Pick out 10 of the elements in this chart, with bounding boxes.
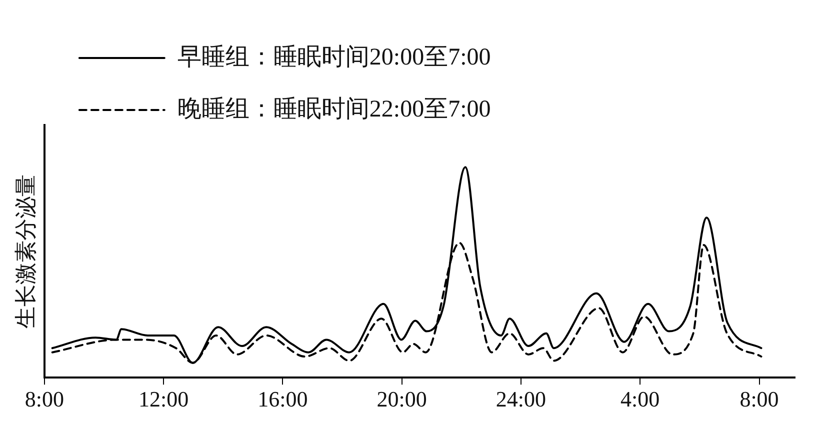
x-tick-label: 8:00 xyxy=(740,386,779,412)
legend-label: 早睡组：睡眠时间20:00至7:00 xyxy=(177,44,491,70)
x-tick-label: 12:00 xyxy=(138,386,189,412)
x-tick-label: 16:00 xyxy=(258,386,308,412)
x-tick-label: 24:00 xyxy=(496,386,546,412)
x-tick-label: 20:00 xyxy=(376,386,427,412)
y-axis-title: 生长激素分泌量 xyxy=(12,174,38,328)
x-tick-label: 4:00 xyxy=(620,386,660,412)
x-tick-label: 8:00 xyxy=(24,386,64,412)
legend-label: 晚睡组：睡眠时间22:00至7:00 xyxy=(177,96,491,122)
